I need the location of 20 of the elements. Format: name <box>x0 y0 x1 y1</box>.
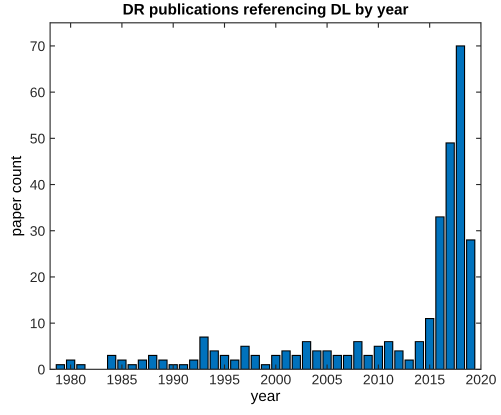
y-tick-label: 20 <box>30 272 45 282</box>
x-tick-label: 2010 <box>364 374 394 384</box>
x-tick-label: 1985 <box>108 374 137 384</box>
x-tick-label: 1995 <box>210 374 240 384</box>
x-tick-label: 2000 <box>261 374 291 384</box>
y-tick-label: 30 <box>30 226 45 236</box>
y-axis-title: paper count <box>11 156 24 236</box>
x-axis-title: year <box>250 392 280 404</box>
y-tick-label: 60 <box>30 87 45 98</box>
x-tick-label: 2005 <box>312 374 342 384</box>
y-tick-label: 40 <box>30 180 45 190</box>
y-tick-label: 10 <box>30 318 45 328</box>
x-tick-label: 1980 <box>56 374 86 384</box>
x-tick-label: 2015 <box>414 374 445 384</box>
chart-title: DR publications referencing DL by year <box>124 3 408 18</box>
x-tick-label: 2020 <box>466 374 496 384</box>
y-tick-label: 50 <box>30 134 45 144</box>
y-tick-label: 0 <box>38 364 45 375</box>
y-tick-label: 70 <box>30 41 45 52</box>
x-tick-label: 1990 <box>158 374 188 384</box>
